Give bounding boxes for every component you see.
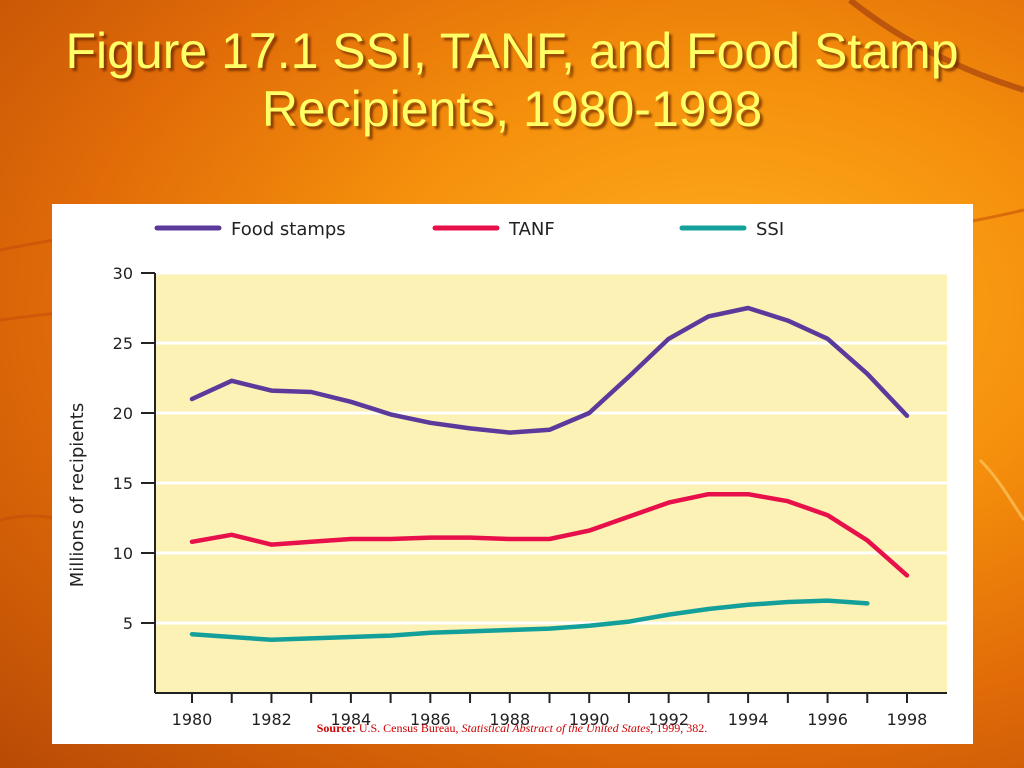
series-line-tanf xyxy=(189,491,910,578)
chart-panel: 5 10 15 20 25 30 1980 1982 1984 1986 1988 1990 1992 1… xyxy=(52,204,973,744)
source-details: , 1999, 382. xyxy=(650,721,708,735)
legend-label-ssi: SSI xyxy=(756,219,784,240)
slide-title: Figure 17.1 SSI, TANF, and Food Stamp Re… xyxy=(65,23,959,137)
series-line-ssi xyxy=(189,598,870,643)
y-tick-label: 20 xyxy=(113,404,133,423)
series-line-food-stamps xyxy=(189,305,910,435)
x-tick-label: 1996 xyxy=(807,710,848,729)
x-tick-label: 1998 xyxy=(887,710,928,729)
legend-label-tanf: TANF xyxy=(508,219,555,240)
y-tick-label: 25 xyxy=(113,334,133,353)
y-axis-title: Millions of recipients xyxy=(67,403,88,587)
source-label: Source: xyxy=(316,721,356,735)
y-tick-label: 10 xyxy=(113,544,133,563)
x-tick-label: 1982 xyxy=(251,710,292,729)
x-tick-label: 1988 xyxy=(489,710,530,729)
x-tick-label: 1980 xyxy=(172,710,213,729)
source-publication: Statistical Abstract of the United State… xyxy=(461,721,651,735)
x-tick-label: 1984 xyxy=(331,710,372,729)
x-tick-label: 1986 xyxy=(410,710,451,729)
y-tick-label: 5 xyxy=(123,614,133,633)
x-tick-label: 1992 xyxy=(648,710,689,729)
x-tick-label: 1994 xyxy=(728,710,769,729)
source-note: Source: U.S. Census Bureau, Statistical … xyxy=(0,721,1024,736)
source-publisher: U.S. Census Bureau, xyxy=(358,721,459,735)
line-chart: 5 10 15 20 25 30 1980 1982 1984 1986 1988 1990 1992 1… xyxy=(67,219,947,729)
y-tick-label: 30 xyxy=(113,264,133,283)
y-tick-label: 15 xyxy=(113,474,133,493)
x-tick-label: 1990 xyxy=(569,710,610,729)
legend-label-food-stamps: Food stamps xyxy=(231,219,346,240)
